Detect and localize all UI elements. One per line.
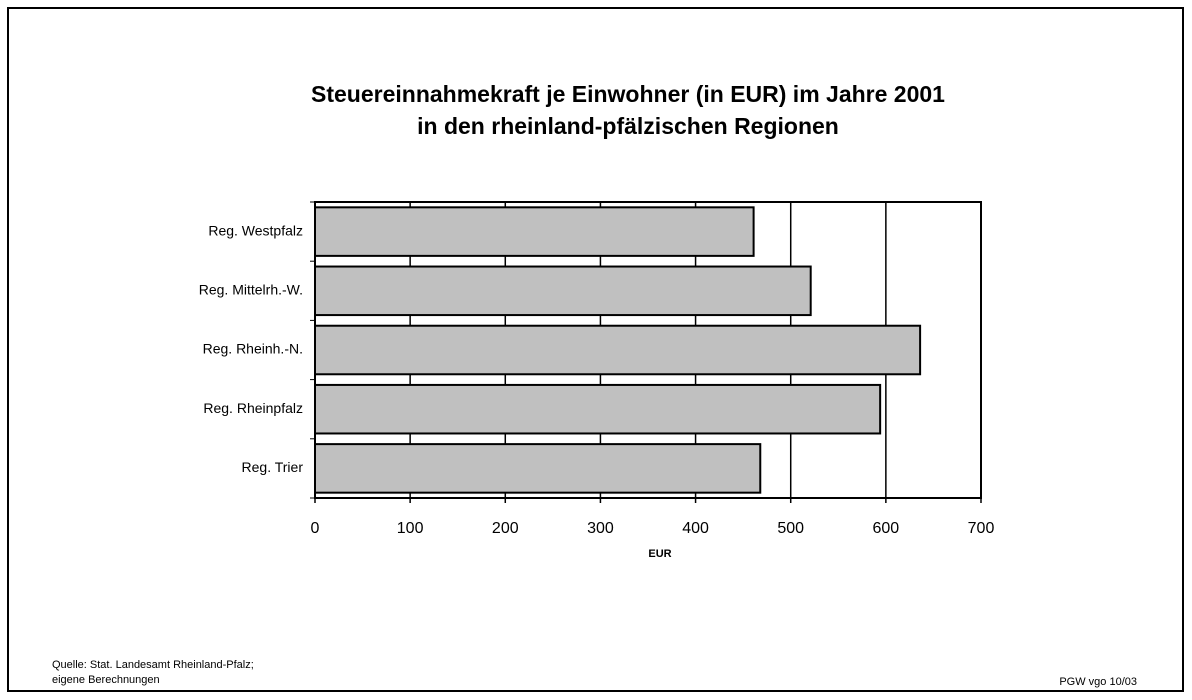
x-tick-label: 700: [968, 520, 995, 537]
chart-title: Steuereinnahmekraft je Einwohner (in EUR…: [311, 81, 945, 107]
y-tick-label: Reg. Rheinpfalz: [203, 400, 303, 416]
x-tick-label: 400: [682, 520, 709, 537]
x-tick-label: 0: [311, 520, 320, 537]
y-tick-label: Reg. Trier: [242, 459, 304, 475]
x-tick-label: 500: [777, 520, 804, 537]
chart-title: in den rheinland-pfälzischen Regionen: [417, 113, 839, 139]
x-tick-label: 600: [873, 520, 900, 537]
source: Quelle: Stat. Landesamt Rheinland-Pfalz;: [52, 659, 254, 671]
note: PGW vgo 10/03: [1059, 676, 1137, 688]
bar: [314, 324, 922, 376]
y-tick-label: Reg. Rheinh.-N.: [203, 341, 303, 357]
x-tick-label: 100: [397, 520, 424, 537]
plot-area: [314, 201, 982, 499]
y-tick-label: Reg. Westpfalz: [208, 222, 303, 238]
bar: [314, 383, 882, 435]
bar: [314, 443, 762, 494]
x-tick-label: 300: [587, 520, 614, 537]
source: eigene Berechnungen: [52, 674, 160, 686]
bar: [314, 265, 812, 317]
x-axis-label: EUR: [648, 548, 671, 560]
x-tick-label: 200: [492, 520, 519, 537]
bar: [314, 206, 755, 257]
y-tick-label: Reg. Mittelrh.-W.: [199, 282, 303, 298]
